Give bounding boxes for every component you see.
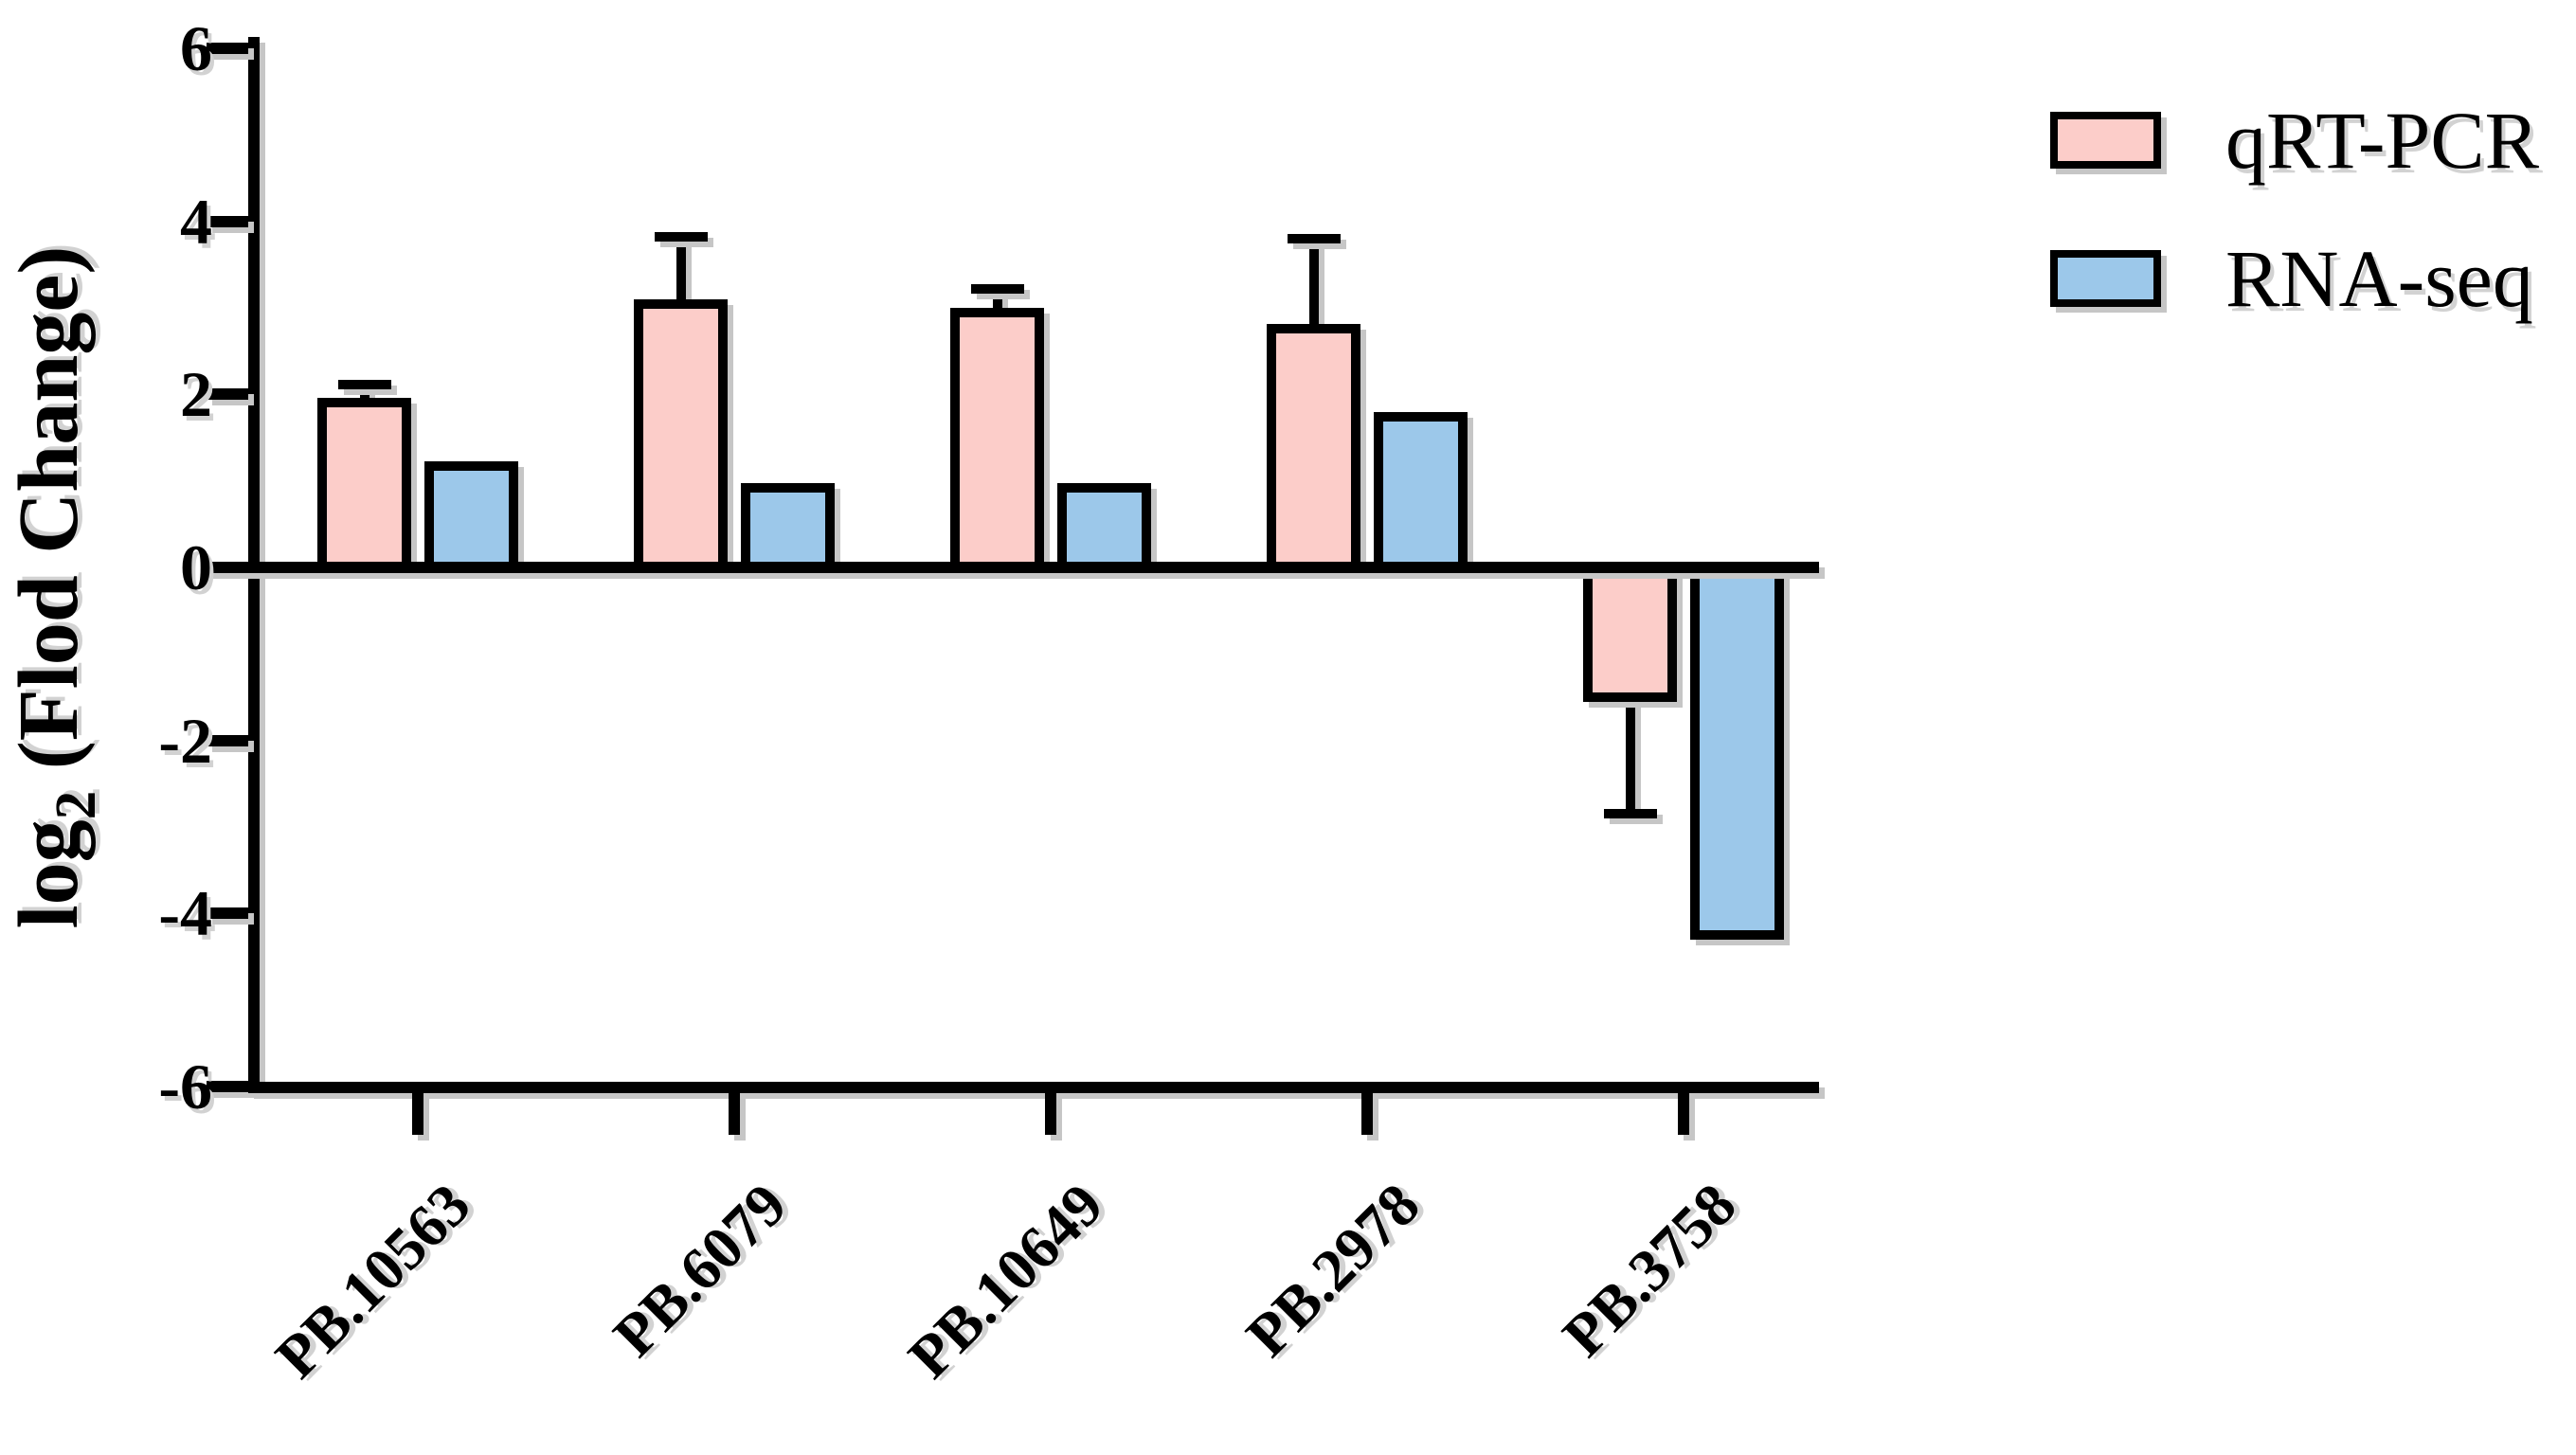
rna-seq-label: RNA-seq	[2225, 233, 2533, 324]
legend-item-qrt-pcr: qRT-PCR	[2050, 99, 2539, 181]
x-tick-PB.10563	[412, 1093, 423, 1135]
x-axis-line	[248, 1082, 1819, 1093]
y-axis-title-subscript: 2	[44, 790, 108, 820]
x-tick-PB.3758	[1678, 1093, 1689, 1135]
error-bar-cap-PB.2978	[1287, 234, 1341, 244]
bar-rna-seq-PB.10649	[1057, 483, 1151, 573]
rna-seq-swatch	[2050, 250, 2161, 307]
error-bar-stem-PB.10563	[359, 385, 369, 403]
error-bar-stem-PB.2978	[1308, 239, 1319, 328]
error-bar-cap-PB.6079	[654, 232, 708, 242]
y-tick-label-0: 0	[180, 531, 212, 603]
error-bar-stem-PB.10649	[992, 289, 1002, 313]
y-tick	[207, 562, 248, 573]
x-category-label-PB.6079: PB.6079	[601, 1170, 800, 1370]
error-bar-stem-PB.6079	[676, 237, 686, 303]
bar-rna-seq-PB.10563	[424, 460, 518, 573]
x-tick-PB.6079	[729, 1093, 740, 1135]
x-category-label-PB.10649: PB.10649	[895, 1170, 1116, 1392]
bar-qrt-pcr-PB.10563	[317, 398, 411, 573]
bar-rna-seq-PB.6079	[741, 483, 835, 573]
error-bar-stem-PB.3758	[1625, 697, 1635, 815]
y-tick-label--2: -2	[158, 704, 212, 777]
bar-qrt-pcr-PB.3758	[1583, 566, 1677, 702]
y-tick-label-2: 2	[180, 358, 212, 431]
y-tick-label-4: 4	[180, 185, 212, 258]
y-tick	[207, 1080, 248, 1092]
legend-item-rna-seq: RNA-seq	[2050, 238, 2533, 319]
y-tick-label--6: -6	[158, 1050, 212, 1123]
bar-qrt-pcr-PB.2978	[1267, 323, 1360, 573]
qrt-pcr-label: qRT-PCR	[2225, 95, 2540, 186]
error-bar-cap-PB.3758	[1603, 809, 1657, 819]
y-tick	[207, 388, 248, 401]
x-tick-PB.10649	[1045, 1093, 1056, 1135]
qrt-pcr-swatch	[2050, 112, 2161, 169]
bar-rna-seq-PB.2978	[1374, 411, 1468, 573]
x-tick-PB.2978	[1361, 1093, 1373, 1135]
bar-qrt-pcr-PB.6079	[634, 298, 728, 573]
y-tick	[207, 43, 248, 55]
y-tick	[207, 734, 248, 746]
x-category-label-PB.2978: PB.2978	[1234, 1170, 1432, 1370]
y-tick	[207, 907, 248, 920]
error-bar-cap-PB.10563	[337, 380, 391, 390]
y-tick-label-6: 6	[180, 12, 212, 85]
error-bar-cap-PB.10649	[970, 284, 1024, 294]
bar-rna-seq-PB.3758	[1690, 566, 1784, 940]
zero-line	[248, 562, 1819, 573]
x-category-label-PB.3758: PB.3758	[1550, 1170, 1749, 1370]
bar-qrt-pcr-PB.10649	[950, 308, 1044, 573]
y-tick-label--4: -4	[158, 877, 212, 950]
x-category-label-PB.10563: PB.10563	[262, 1170, 483, 1392]
y-tick	[207, 215, 248, 227]
